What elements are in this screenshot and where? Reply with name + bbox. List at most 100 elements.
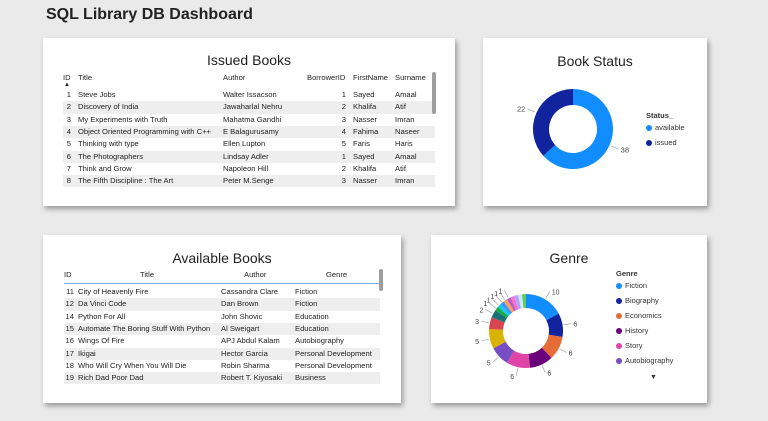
genre-legend-item[interactable]: Fiction [616,281,647,290]
book-status-donut[interactable]: 38 22 [483,38,707,206]
table-row[interactable]: 7 Think and Grow Napoleon Hill 2 Khalifa Atif [63,163,435,175]
genre-slice[interactable] [541,334,563,358]
table-row[interactable]: 14 Python For All John Shovic Education [64,311,380,323]
table-row[interactable]: 16 Wings Of Fire APJ Abdul Kalam Autobiogra… [64,335,380,347]
status-slice-issued[interactable] [533,89,573,156]
legend-dot-icon [616,282,622,289]
table-row[interactable]: 5 Thinking with type Ellen Lupton 5 Faris Har… [63,138,435,150]
genre-slice[interactable] [503,299,515,313]
genre-data-label: 10 [552,290,560,297]
table-row[interactable]: 12 Da Vinci Code Dan Brown Fiction [64,298,380,311]
issued-cell-author: Walter Issacson [223,90,277,99]
table-row[interactable]: 4 Object Oriented Programming with C++ E B… [63,125,435,139]
issued-cell-borrowerid: 1 [341,90,346,99]
status-legend-issued[interactable]: issued [646,138,677,147]
available-cell-id: 19 [65,373,74,383]
dashboard-title: SQL Library DB Dashboard [46,6,253,23]
genre-slice[interactable] [489,328,506,349]
issued-cell-title: Object Oriented Programming with C++ [78,126,211,136]
issued-cell-surname: Naseer [395,126,420,136]
available-cell-author: John Shovic [221,311,263,321]
table-row[interactable]: 8 The Fifth Discipline : The Art Peter M.S… [63,175,435,188]
genre-title: Genre [549,250,589,266]
genre-slice[interactable] [497,304,511,317]
table-row[interactable]: 1 Steve Jobs Walter Issacson 1 Sayed Amaal [63,89,435,101]
available-header-author[interactable]: Author [244,270,267,279]
table-row[interactable]: 3 My Experiments with Truth Mahatma Gandhi… [63,114,435,126]
genre-slice[interactable] [546,313,563,337]
table-row[interactable]: 18 Who Will Cry When You Will Die Robin Sh… [64,360,380,372]
issued-header-firstname[interactable]: FirstName [353,73,389,82]
caret-down-icon[interactable]: ▼ [650,374,657,381]
available-header-id[interactable]: ID [64,270,72,279]
issued-cell-id: 6 [66,151,71,161]
genre-slice[interactable] [491,310,507,323]
table-row[interactable]: 6 The Photographers Lindsay Adler 1 Sayed Ama… [63,150,435,163]
genre-slice[interactable] [528,347,552,368]
genre-slice[interactable] [514,294,522,310]
issued-cell-id: 7 [66,163,71,173]
status-legend-available[interactable]: available [646,123,685,132]
genre-slice[interactable] [510,295,519,311]
issued-cell-author: Ellen Lupton [223,139,266,149]
issued-header-author[interactable]: Author [223,73,246,82]
genre-legend-item[interactable]: Autobiography [616,356,673,365]
genre-data-label: 6 [569,351,573,358]
genre-slice[interactable] [489,317,505,330]
issued-header-title[interactable]: Title [78,73,93,82]
genre-slice[interactable] [500,301,513,315]
genre-slice[interactable] [493,341,515,363]
genre-slice[interactable] [495,307,509,319]
issued-header-borrowerid[interactable]: BorrowerID [307,73,346,82]
issued-cell-borrowerid: 5 [341,139,346,149]
table-row[interactable]: 2 Discovery of India Jawaharlal Nehru 2 Khal… [63,101,435,114]
genre-data-label: 5 [475,339,479,346]
genre-slice[interactable] [521,294,526,309]
available-cell-author: Robin Sharma [221,360,270,370]
available-cell-title: Wings Of Fire [78,336,125,346]
issued-cell-surname: Amaal [395,90,417,99]
legend-dot-icon [616,327,622,334]
genre-slice[interactable] [518,294,524,309]
data-label-leader [611,145,619,150]
issued-cell-author: Lindsay Adler [223,151,269,161]
data-label-leader [545,291,550,299]
table-row[interactable]: 15 Automate The Boring Stuff With Python A… [64,322,380,336]
genre-slice[interactable] [506,297,517,312]
issued-cell-firstname: Faris [353,139,370,149]
available-books-card: Available Books ID Title Author Genre 11… [43,235,401,403]
issued-cell-surname: Amaal [395,151,417,161]
available-cell-author: APJ Abdul Kalam [221,336,280,346]
genre-legend-item[interactable]: Story [616,341,643,350]
data-label-leader [559,348,567,353]
available-cell-genre: Education [295,311,329,321]
issued-header-id[interactable]: ID [63,73,71,82]
genre-data-label: 5 [487,361,491,368]
table-row[interactable]: 19 Rich Dad Poor Dad Robert T. Kiyosaki Bus… [64,372,380,385]
legend-dot-icon [616,357,622,364]
status-slice-available[interactable] [543,89,613,169]
available-header-genre[interactable]: Genre [326,270,348,279]
table-row[interactable]: 17 Ikigai Hector Garcia Personal Developmen… [64,347,380,360]
available-books-title: Available Books [172,250,272,266]
issued-books-table[interactable]: ID Title Author BorrowerID FirstName Sur… [63,71,439,191]
available-cell-genre: Autobiography [295,336,344,346]
issued-cell-firstname: Nasser [353,114,378,124]
genre-legend-item[interactable]: Economics [616,311,662,320]
sort-ascending-icon[interactable]: ▲ [64,82,70,88]
available-cell-title: Da Vinci Code [78,299,127,309]
genre-legend-title: Genre [616,269,638,278]
issued-header-surname[interactable]: Surname [395,73,426,82]
available-scrollbar[interactable] [379,269,383,291]
available-header-title[interactable]: Title [140,270,155,279]
genre-slice[interactable] [506,350,531,368]
genre-slice[interactable] [526,294,559,321]
issued-cell-author: Peter M.Senge [223,176,274,186]
available-cell-author: Robert T. Kiyosaki [221,373,283,383]
issued-scrollbar[interactable] [432,72,436,114]
genre-legend-item[interactable]: Biography [616,296,659,305]
table-row[interactable]: 11 City of Heavenly Fire Cassandra Clare Fi… [64,286,380,298]
genre-legend-item[interactable]: History [616,326,648,335]
available-books-table[interactable]: ID Title Author Genre 11 City of Heavenly… [64,268,380,388]
